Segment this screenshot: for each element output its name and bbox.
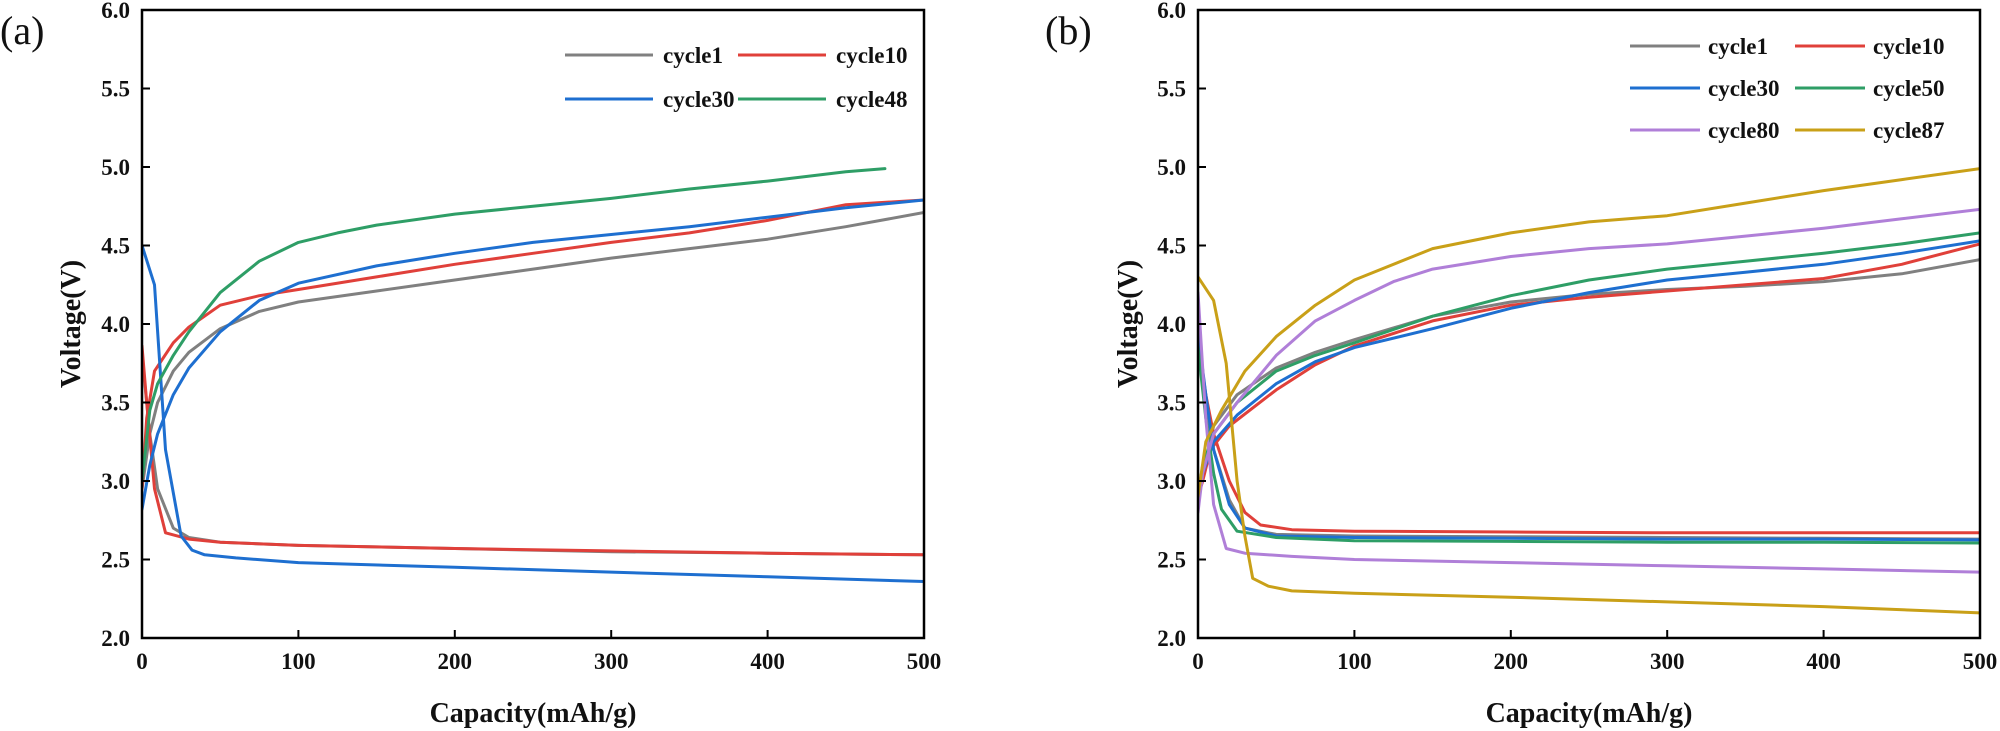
- legend-b: cycle1 cycle10 cycle30 cycle50 cycle80 cycle8…: [1630, 34, 1945, 143]
- series-cycle10-discharge-line: [1198, 338, 1980, 535]
- y-tick-label: 4.0: [101, 312, 130, 337]
- series-cycle50-discharge-line: [1198, 346, 1980, 545]
- plot-area-b: [1198, 167, 1980, 615]
- chart-panel-b: (b) 0 100 200 300 400 500 2.0 2.5 3.0 3.5 4.0 4.5 5.…: [1045, 0, 1997, 729]
- y-axis-title-b: Voltage(V): [1113, 260, 1144, 388]
- legend-a: cycle1 cycle10 cycle30 cycle48: [565, 43, 908, 112]
- series-cycle87-discharge-line: [1198, 275, 1980, 615]
- legend-label-cycle87: cycle87: [1873, 118, 1945, 143]
- x-tick-label: 100: [281, 649, 316, 674]
- chart-panel-a: (a) 0 100 200 300 400 500 2.0 2.5 3.0 3.5 4.0 4.5 5.…: [0, 0, 941, 729]
- series-cycle10-charge-line: [142, 198, 924, 491]
- x-tick-label: 500: [1963, 649, 1998, 674]
- y-tick-label: 5.5: [1157, 77, 1186, 102]
- legend-label-cycle80: cycle80: [1708, 118, 1780, 143]
- series-cycle80-charge-line: [1198, 207, 1980, 514]
- legend-label-cycle30: cycle30: [1708, 76, 1780, 101]
- y-tick-label: 2.0: [101, 626, 130, 651]
- y-tick-label: 3.0: [1157, 469, 1186, 494]
- x-tick-label: 300: [1650, 649, 1685, 674]
- legend-label-cycle10: cycle10: [1873, 34, 1945, 59]
- y-tick-label: 6.0: [101, 0, 130, 23]
- series-cycle87-charge-line: [1198, 167, 1980, 499]
- x-tick-label: 0: [1192, 649, 1204, 674]
- series-cycle1-discharge-line: [1198, 338, 1980, 541]
- x-tick-label: 0: [136, 649, 148, 674]
- series-cycle1-discharge-line: [142, 353, 924, 557]
- panel-label-a: (a): [0, 8, 44, 53]
- legend-label-cycle10: cycle10: [836, 43, 908, 68]
- series-cycle30-charge-line: [1198, 239, 1980, 502]
- y-tick-label: 5.0: [1157, 155, 1186, 180]
- y-tick-label: 5.0: [101, 155, 130, 180]
- y-tick-label: 2.5: [1157, 548, 1186, 573]
- y-tick-label: 2.0: [1157, 626, 1186, 651]
- y-axis-title-a: Voltage(V): [56, 260, 87, 388]
- x-tick-label: 100: [1337, 649, 1372, 674]
- y-tick-label: 2.5: [101, 548, 130, 573]
- legend-label-cycle30: cycle30: [663, 87, 735, 112]
- y-tick-label: 5.5: [101, 77, 130, 102]
- y-tick-label: 4.0: [1157, 312, 1186, 337]
- y-tick-label: 3.0: [101, 469, 130, 494]
- series-cycle1-charge-line: [142, 211, 924, 491]
- series-cycle30-discharge-line: [142, 244, 924, 583]
- series-cycle30-charge-line: [142, 198, 924, 511]
- legend-label-cycle48: cycle48: [836, 87, 908, 112]
- x-axis-title-b: Capacity(mAh/g): [1486, 698, 1693, 729]
- series-cycle48-charge-line: [142, 167, 887, 483]
- axis-ticks-a: 0 100 200 300 400 500 2.0 2.5 3.0 3.5 4.0 4.5 5.0 5.5…: [101, 0, 941, 674]
- y-tick-label: 6.0: [1157, 0, 1186, 23]
- plot-area-a: [142, 167, 924, 583]
- y-tick-label: 4.5: [101, 234, 130, 259]
- y-tick-label: 3.5: [1157, 391, 1186, 416]
- x-tick-label: 200: [1494, 649, 1529, 674]
- y-tick-label: 3.5: [101, 391, 130, 416]
- x-tick-label: 500: [907, 649, 942, 674]
- legend-label-cycle1: cycle1: [1708, 34, 1768, 59]
- x-tick-label: 400: [750, 649, 785, 674]
- x-axis-title-a: Capacity(mAh/g): [430, 698, 637, 729]
- panel-label-b: (b): [1045, 8, 1092, 53]
- x-tick-label: 400: [1806, 649, 1841, 674]
- legend-label-cycle50: cycle50: [1873, 76, 1945, 101]
- x-tick-label: 200: [438, 649, 473, 674]
- y-tick-label: 4.5: [1157, 234, 1186, 259]
- legend-label-cycle1: cycle1: [663, 43, 723, 68]
- series-cycle10-charge-line: [1198, 242, 1980, 499]
- x-tick-label: 300: [594, 649, 629, 674]
- series-cycle10-discharge-line: [142, 344, 924, 557]
- axis-ticks-b: 0 100 200 300 400 500 2.0 2.5 3.0 3.5 4.0 4.5 5.0 5.5…: [1157, 0, 1997, 674]
- series-cycle80-discharge-line: [1198, 291, 1980, 574]
